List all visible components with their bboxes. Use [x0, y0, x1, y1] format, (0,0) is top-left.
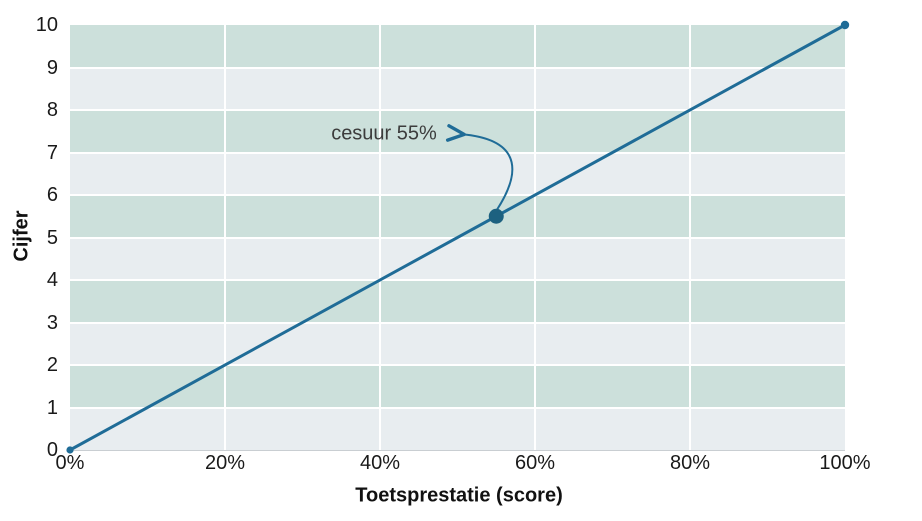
x-tick-60%: 60% — [514, 452, 556, 474]
grade-band-6-7 — [70, 152, 845, 195]
h-gridline-1 — [70, 406, 845, 409]
plot-area — [70, 25, 845, 450]
v-gridline-40 — [379, 25, 381, 450]
y-tick-2: 2 — [46, 354, 58, 376]
y-tick-10: 10 — [35, 14, 58, 36]
grade-band-9-10 — [70, 25, 845, 68]
h-gridline-8 — [70, 109, 845, 111]
y-tick-4: 4 — [46, 269, 58, 291]
v-gridline-20 — [224, 25, 226, 450]
y-tick-9: 9 — [46, 56, 58, 79]
h-gridline-6 — [70, 194, 845, 196]
grade-band-8-9 — [70, 67, 845, 110]
grade-band-7-8 — [70, 110, 845, 153]
x-tick-40%: 40% — [359, 452, 401, 474]
grade-band-4-5 — [70, 237, 845, 280]
y-tick-0: 0 — [46, 439, 58, 461]
x-tick-0%: 0% — [55, 452, 85, 474]
grade-band-1-2 — [70, 365, 845, 408]
grade-band-3-4 — [70, 280, 845, 323]
grade-band-5-6 — [70, 195, 845, 238]
v-gridline-60 — [534, 25, 536, 450]
h-gridline-7 — [70, 151, 845, 154]
h-gridline-3 — [70, 321, 845, 324]
y-tick-1: 1 — [46, 396, 58, 419]
v-gridline-80 — [689, 25, 691, 450]
y-axis-title: Cijfer — [10, 210, 33, 262]
x-axis-title: Toetsprestatie (score) — [355, 484, 563, 507]
y-tick-7: 7 — [46, 141, 58, 164]
h-gridline-9 — [70, 66, 845, 69]
grade-band-0-1 — [70, 407, 845, 450]
y-tick-3: 3 — [46, 311, 58, 334]
x-tick-20%: 20% — [204, 452, 246, 474]
y-tick-6: 6 — [46, 184, 58, 206]
h-gridline-2 — [70, 364, 845, 366]
grade-band-2-3 — [70, 322, 845, 365]
x-tick-100%: 100% — [819, 452, 871, 474]
x-tick-80%: 80% — [669, 452, 711, 474]
y-tick-8: 8 — [46, 99, 58, 121]
y-tick-5: 5 — [46, 226, 58, 249]
cesuur-annotation-label: cesuur 55% — [331, 122, 437, 145]
h-gridline-5 — [70, 236, 845, 239]
h-gridline-4 — [70, 279, 845, 281]
